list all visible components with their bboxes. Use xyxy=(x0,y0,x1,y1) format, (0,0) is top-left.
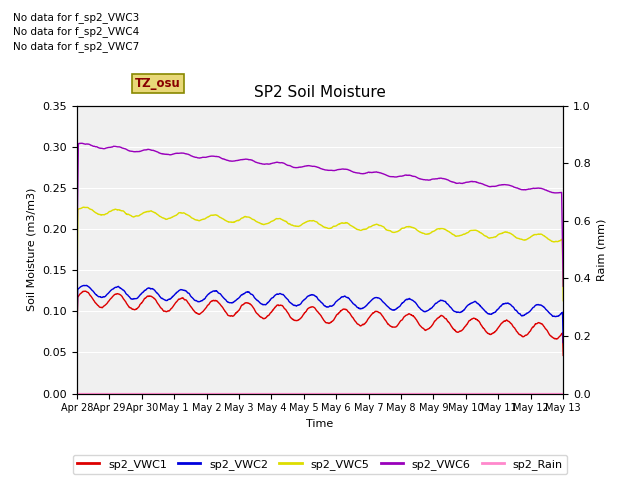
Text: No data for f_sp2_VWC7: No data for f_sp2_VWC7 xyxy=(13,41,139,52)
Text: TZ_osu: TZ_osu xyxy=(135,77,181,90)
Text: No data for f_sp2_VWC3: No data for f_sp2_VWC3 xyxy=(13,12,139,23)
Title: SP2 Soil Moisture: SP2 Soil Moisture xyxy=(254,85,386,100)
Legend: sp2_VWC1, sp2_VWC2, sp2_VWC5, sp2_VWC6, sp2_Rain: sp2_VWC1, sp2_VWC2, sp2_VWC5, sp2_VWC6, … xyxy=(73,455,567,474)
X-axis label: Time: Time xyxy=(307,419,333,429)
Y-axis label: Raim (mm): Raim (mm) xyxy=(596,218,606,281)
Text: No data for f_sp2_VWC4: No data for f_sp2_VWC4 xyxy=(13,26,139,37)
Y-axis label: Soil Moisture (m3/m3): Soil Moisture (m3/m3) xyxy=(27,188,36,312)
